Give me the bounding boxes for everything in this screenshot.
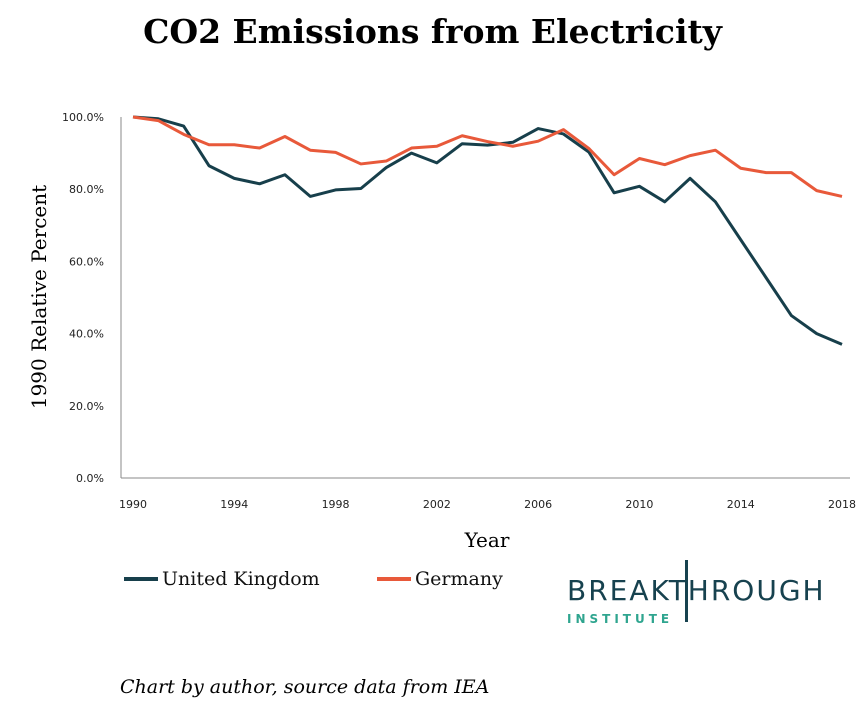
logo-bar bbox=[685, 560, 688, 622]
logo-main-text: BREAKTHROUGH bbox=[567, 574, 826, 607]
legend-swatch-united-kingdom bbox=[124, 577, 158, 581]
x-tick-label: 1994 bbox=[220, 498, 248, 511]
y-tick-label: 100.0% bbox=[62, 111, 104, 124]
x-axis-label: Year bbox=[464, 528, 510, 552]
y-tick-label: 80.0% bbox=[69, 183, 104, 196]
legend-item-germany: Germany bbox=[377, 566, 503, 592]
legend-label-germany: Germany bbox=[415, 568, 503, 590]
chart-title: CO2 Emissions from Electricity bbox=[143, 12, 722, 51]
x-tick-label: 1990 bbox=[119, 498, 147, 511]
legend-swatch-germany bbox=[377, 577, 411, 581]
series-line-germany bbox=[132, 115, 843, 198]
y-tick-label: 60.0% bbox=[69, 255, 104, 268]
x-tick-label: 2010 bbox=[625, 498, 653, 511]
legend-item-united-kingdom: United Kingdom bbox=[124, 566, 320, 592]
x-tick-label: 2014 bbox=[727, 498, 755, 511]
breakthrough-institute-logo: BREAKTHROUGH INSTITUTE bbox=[567, 560, 857, 630]
x-tick-label: 2018 bbox=[828, 498, 856, 511]
source-credit: Chart by author, source data from IEA bbox=[120, 676, 490, 698]
legend-label-united-kingdom: United Kingdom bbox=[162, 568, 320, 590]
y-axis-label: 1990 Relative Percent bbox=[27, 185, 51, 409]
x-tick-label: 2006 bbox=[524, 498, 552, 511]
logo-sub-text: INSTITUTE bbox=[567, 612, 674, 626]
y-tick-label: 0.0% bbox=[76, 472, 104, 485]
x-tick-label: 1998 bbox=[322, 498, 350, 511]
y-tick-label: 40.0% bbox=[69, 328, 104, 341]
series-line-united-kingdom bbox=[132, 115, 843, 346]
y-tick-label: 20.0% bbox=[69, 400, 104, 413]
x-tick-label: 2002 bbox=[423, 498, 451, 511]
